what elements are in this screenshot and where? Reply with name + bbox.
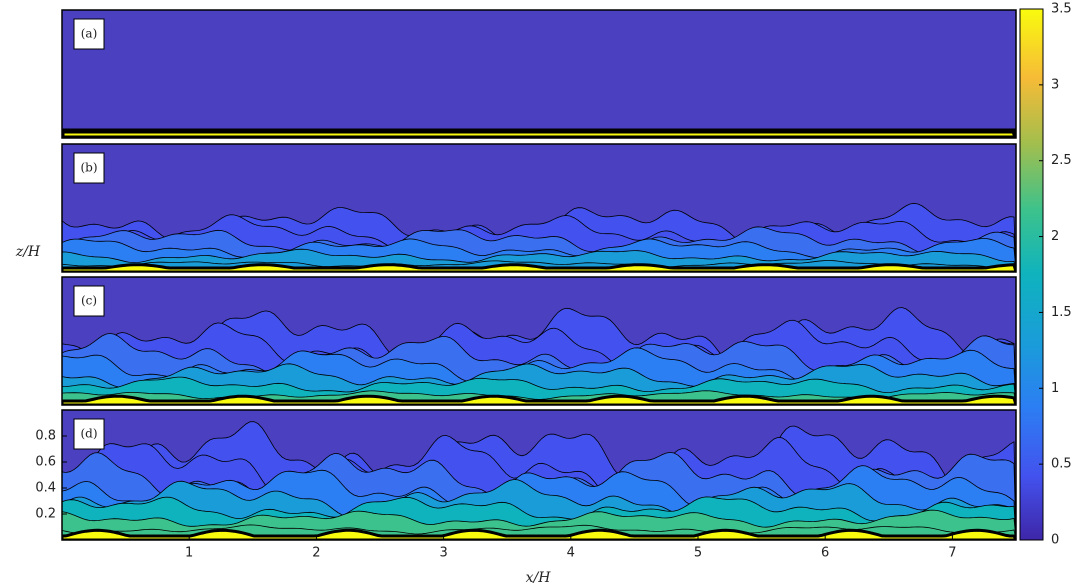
colorbar	[1019, 8, 1044, 541]
panel-label: (c)	[81, 294, 97, 308]
panel-background	[62, 10, 1016, 138]
colorbar-tick-label: 0.5	[1051, 457, 1072, 472]
x-tick-label: 6	[821, 546, 829, 561]
x-tick-label: 5	[694, 546, 702, 561]
colorbar-tick-label: 2.5	[1051, 153, 1072, 168]
x-tick-label: 4	[567, 546, 575, 561]
panel-label: (b)	[80, 161, 97, 175]
y-tick-label: 0.2	[35, 507, 56, 522]
bottom-layer	[62, 263, 1016, 272]
colorbar-tick-label: 3.5	[1051, 2, 1072, 17]
x-axis-label: x/H	[526, 570, 552, 586]
x-tick-label: 3	[439, 546, 447, 561]
panel: (a)	[61, 9, 1017, 139]
field	[62, 202, 1016, 272]
x-tick-label: 1	[185, 546, 193, 561]
panel-frame	[61, 409, 1017, 541]
x-tick-label: 7	[948, 546, 956, 561]
x-tick-label: 2	[312, 546, 320, 561]
panel-label: (a)	[81, 27, 98, 41]
y-tick-label: 0.4	[35, 481, 56, 496]
bottom-layer	[62, 528, 1016, 540]
panel-label-box	[73, 418, 105, 450]
field	[62, 128, 1016, 138]
panel-frame	[61, 276, 1017, 406]
bottom-layer	[62, 394, 1016, 405]
panel-label-box	[73, 152, 105, 184]
field	[62, 421, 1016, 540]
y-axis-label: z/H	[15, 244, 41, 260]
bottom-layer	[62, 128, 1016, 138]
panel-label: (d)	[80, 427, 97, 441]
panel-frame	[61, 143, 1017, 273]
panel-label-box	[73, 285, 105, 317]
y-tick-label: 0.8	[35, 429, 56, 444]
colorbar-tick-label: 1.5	[1051, 305, 1072, 320]
y-tick-label: 0.6	[35, 455, 56, 470]
panel: (c)	[61, 276, 1017, 406]
colorbar-tick-label: 1	[1051, 381, 1059, 396]
panel-label-box	[73, 18, 105, 50]
panel: (d)	[61, 409, 1017, 541]
colorbar-tick-label: 0	[1051, 533, 1059, 548]
field	[62, 307, 1016, 405]
colorbar-tick-label: 2	[1051, 229, 1059, 244]
panel-frame	[61, 9, 1017, 139]
panel: (b)	[61, 143, 1017, 273]
colorbar-tick-label: 3	[1051, 77, 1059, 92]
